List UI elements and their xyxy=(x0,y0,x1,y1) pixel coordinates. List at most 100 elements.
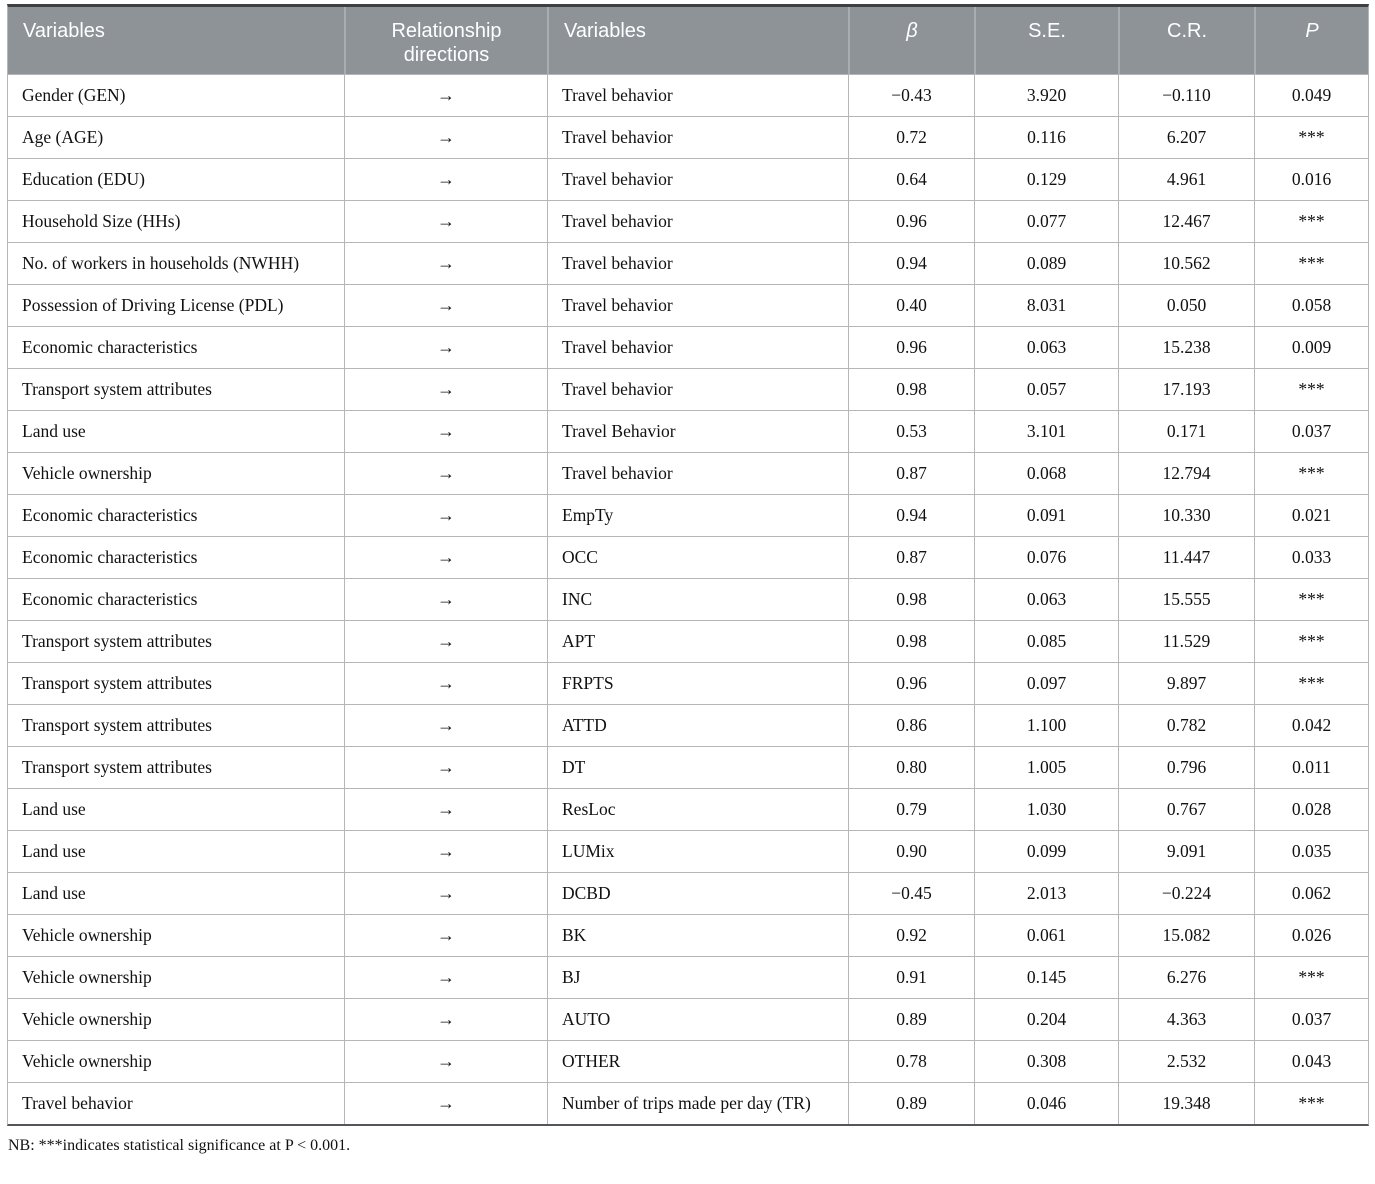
cell-p: 0.011 xyxy=(1254,746,1368,788)
cell-cr: 9.091 xyxy=(1118,830,1254,872)
cell-p: *** xyxy=(1254,620,1368,662)
table-body: Gender (GEN) → Travel behavior −0.43 3.920 −0… xyxy=(8,74,1368,1124)
cell-beta: 0.96 xyxy=(848,326,974,368)
table-row: Economic characteristics → EmpTy 0.94 0.091 1… xyxy=(8,494,1368,536)
cell-cr: 19.348 xyxy=(1118,1082,1254,1124)
table-row: Travel behavior → Number of trips made per… xyxy=(8,1082,1368,1124)
cell-beta: 0.78 xyxy=(848,1040,974,1082)
cell-variable-from: Transport system attributes xyxy=(8,704,344,746)
cell-variable-from: Vehicle ownership xyxy=(8,956,344,998)
cell-variable-to: Travel behavior xyxy=(547,368,848,410)
cell-variable-to: BK xyxy=(547,914,848,956)
cell-p: 0.042 xyxy=(1254,704,1368,746)
cell-cr: 15.082 xyxy=(1118,914,1254,956)
table-row: Household Size (HHs) → Travel behavior 0.96… xyxy=(8,200,1368,242)
cell-variable-from: No. of workers in households (NWHH) xyxy=(8,242,344,284)
header-variables-from: Variables xyxy=(8,7,344,74)
cell-se: 1.030 xyxy=(974,788,1118,830)
cell-beta: 0.98 xyxy=(848,620,974,662)
cell-variable-to: LUMix xyxy=(547,830,848,872)
cell-beta: 0.90 xyxy=(848,830,974,872)
cell-variable-from: Transport system attributes xyxy=(8,746,344,788)
cell-cr: 15.238 xyxy=(1118,326,1254,368)
cell-se: 0.077 xyxy=(974,200,1118,242)
cell-arrow: → xyxy=(344,536,547,578)
cell-arrow: → xyxy=(344,788,547,830)
cell-se: 0.129 xyxy=(974,158,1118,200)
cell-arrow: → xyxy=(344,662,547,704)
cell-cr: 6.276 xyxy=(1118,956,1254,998)
cell-cr: −0.224 xyxy=(1118,872,1254,914)
cell-arrow: → xyxy=(344,830,547,872)
cell-variable-to: DT xyxy=(547,746,848,788)
cell-beta: −0.43 xyxy=(848,74,974,116)
cell-variable-from: Economic characteristics xyxy=(8,494,344,536)
cell-cr: 11.447 xyxy=(1118,536,1254,578)
cell-cr: 15.555 xyxy=(1118,578,1254,620)
cell-se: 1.100 xyxy=(974,704,1118,746)
cell-variable-to: Travel Behavior xyxy=(547,410,848,452)
cell-arrow: → xyxy=(344,1082,547,1124)
cell-variable-from: Land use xyxy=(8,410,344,452)
cell-cr: 17.193 xyxy=(1118,368,1254,410)
cell-variable-to: Travel behavior xyxy=(547,158,848,200)
cell-variable-from: Economic characteristics xyxy=(8,578,344,620)
cell-p: *** xyxy=(1254,956,1368,998)
cell-beta: 0.53 xyxy=(848,410,974,452)
table-row: Land use → Travel Behavior 0.53 3.101 0.171 0.… xyxy=(8,410,1368,452)
header-se: S.E. xyxy=(974,7,1118,74)
cell-arrow: → xyxy=(344,158,547,200)
cell-se: 3.101 xyxy=(974,410,1118,452)
cell-se: 0.076 xyxy=(974,536,1118,578)
cell-cr: 0.050 xyxy=(1118,284,1254,326)
cell-variable-from: Gender (GEN) xyxy=(8,74,344,116)
cell-se: 0.063 xyxy=(974,326,1118,368)
cell-p: *** xyxy=(1254,578,1368,620)
table-row: Land use → ResLoc 0.79 1.030 0.767 0.028 xyxy=(8,788,1368,830)
cell-arrow: → xyxy=(344,284,547,326)
cell-cr: 0.171 xyxy=(1118,410,1254,452)
cell-variable-to: Travel behavior xyxy=(547,326,848,368)
cell-arrow: → xyxy=(344,410,547,452)
cell-arrow: → xyxy=(344,452,547,494)
cell-beta: 0.96 xyxy=(848,200,974,242)
cell-se: 0.204 xyxy=(974,998,1118,1040)
cell-se: 3.920 xyxy=(974,74,1118,116)
cell-p: 0.033 xyxy=(1254,536,1368,578)
table-row: Transport system attributes → Travel behav… xyxy=(8,368,1368,410)
cell-se: 8.031 xyxy=(974,284,1118,326)
cell-variable-from: Vehicle ownership xyxy=(8,452,344,494)
table-row: Transport system attributes → ATTD 0.86 1.10… xyxy=(8,704,1368,746)
cell-variable-from: Vehicle ownership xyxy=(8,998,344,1040)
cell-p: 0.043 xyxy=(1254,1040,1368,1082)
cell-se: 0.063 xyxy=(974,578,1118,620)
cell-p: 0.062 xyxy=(1254,872,1368,914)
cell-beta: 0.98 xyxy=(848,578,974,620)
cell-variable-from: Education (EDU) xyxy=(8,158,344,200)
cell-beta: 0.87 xyxy=(848,536,974,578)
cell-p: *** xyxy=(1254,200,1368,242)
table-row: Vehicle ownership → BJ 0.91 0.145 6.276 *** xyxy=(8,956,1368,998)
cell-variable-from: Age (AGE) xyxy=(8,116,344,158)
cell-arrow: → xyxy=(344,116,547,158)
cell-beta: 0.80 xyxy=(848,746,974,788)
cell-arrow: → xyxy=(344,872,547,914)
cell-p: 0.021 xyxy=(1254,494,1368,536)
cell-beta: 0.94 xyxy=(848,494,974,536)
cell-se: 0.091 xyxy=(974,494,1118,536)
cell-variable-from: Land use xyxy=(8,872,344,914)
cell-p: 0.009 xyxy=(1254,326,1368,368)
cell-beta: 0.40 xyxy=(848,284,974,326)
table-row: Economic characteristics → OCC 0.87 0.076 11.… xyxy=(8,536,1368,578)
cell-variable-to: EmpTy xyxy=(547,494,848,536)
cell-se: 0.116 xyxy=(974,116,1118,158)
header-row: Variables Relationship directions Variab… xyxy=(8,7,1368,74)
table-row: Vehicle ownership → BK 0.92 0.061 15.082 0.026 xyxy=(8,914,1368,956)
cell-se: 0.046 xyxy=(974,1082,1118,1124)
cell-variable-to: ResLoc xyxy=(547,788,848,830)
cell-p: 0.058 xyxy=(1254,284,1368,326)
cell-arrow: → xyxy=(344,746,547,788)
cell-p: *** xyxy=(1254,1082,1368,1124)
cell-se: 2.013 xyxy=(974,872,1118,914)
cell-variable-to: APT xyxy=(547,620,848,662)
